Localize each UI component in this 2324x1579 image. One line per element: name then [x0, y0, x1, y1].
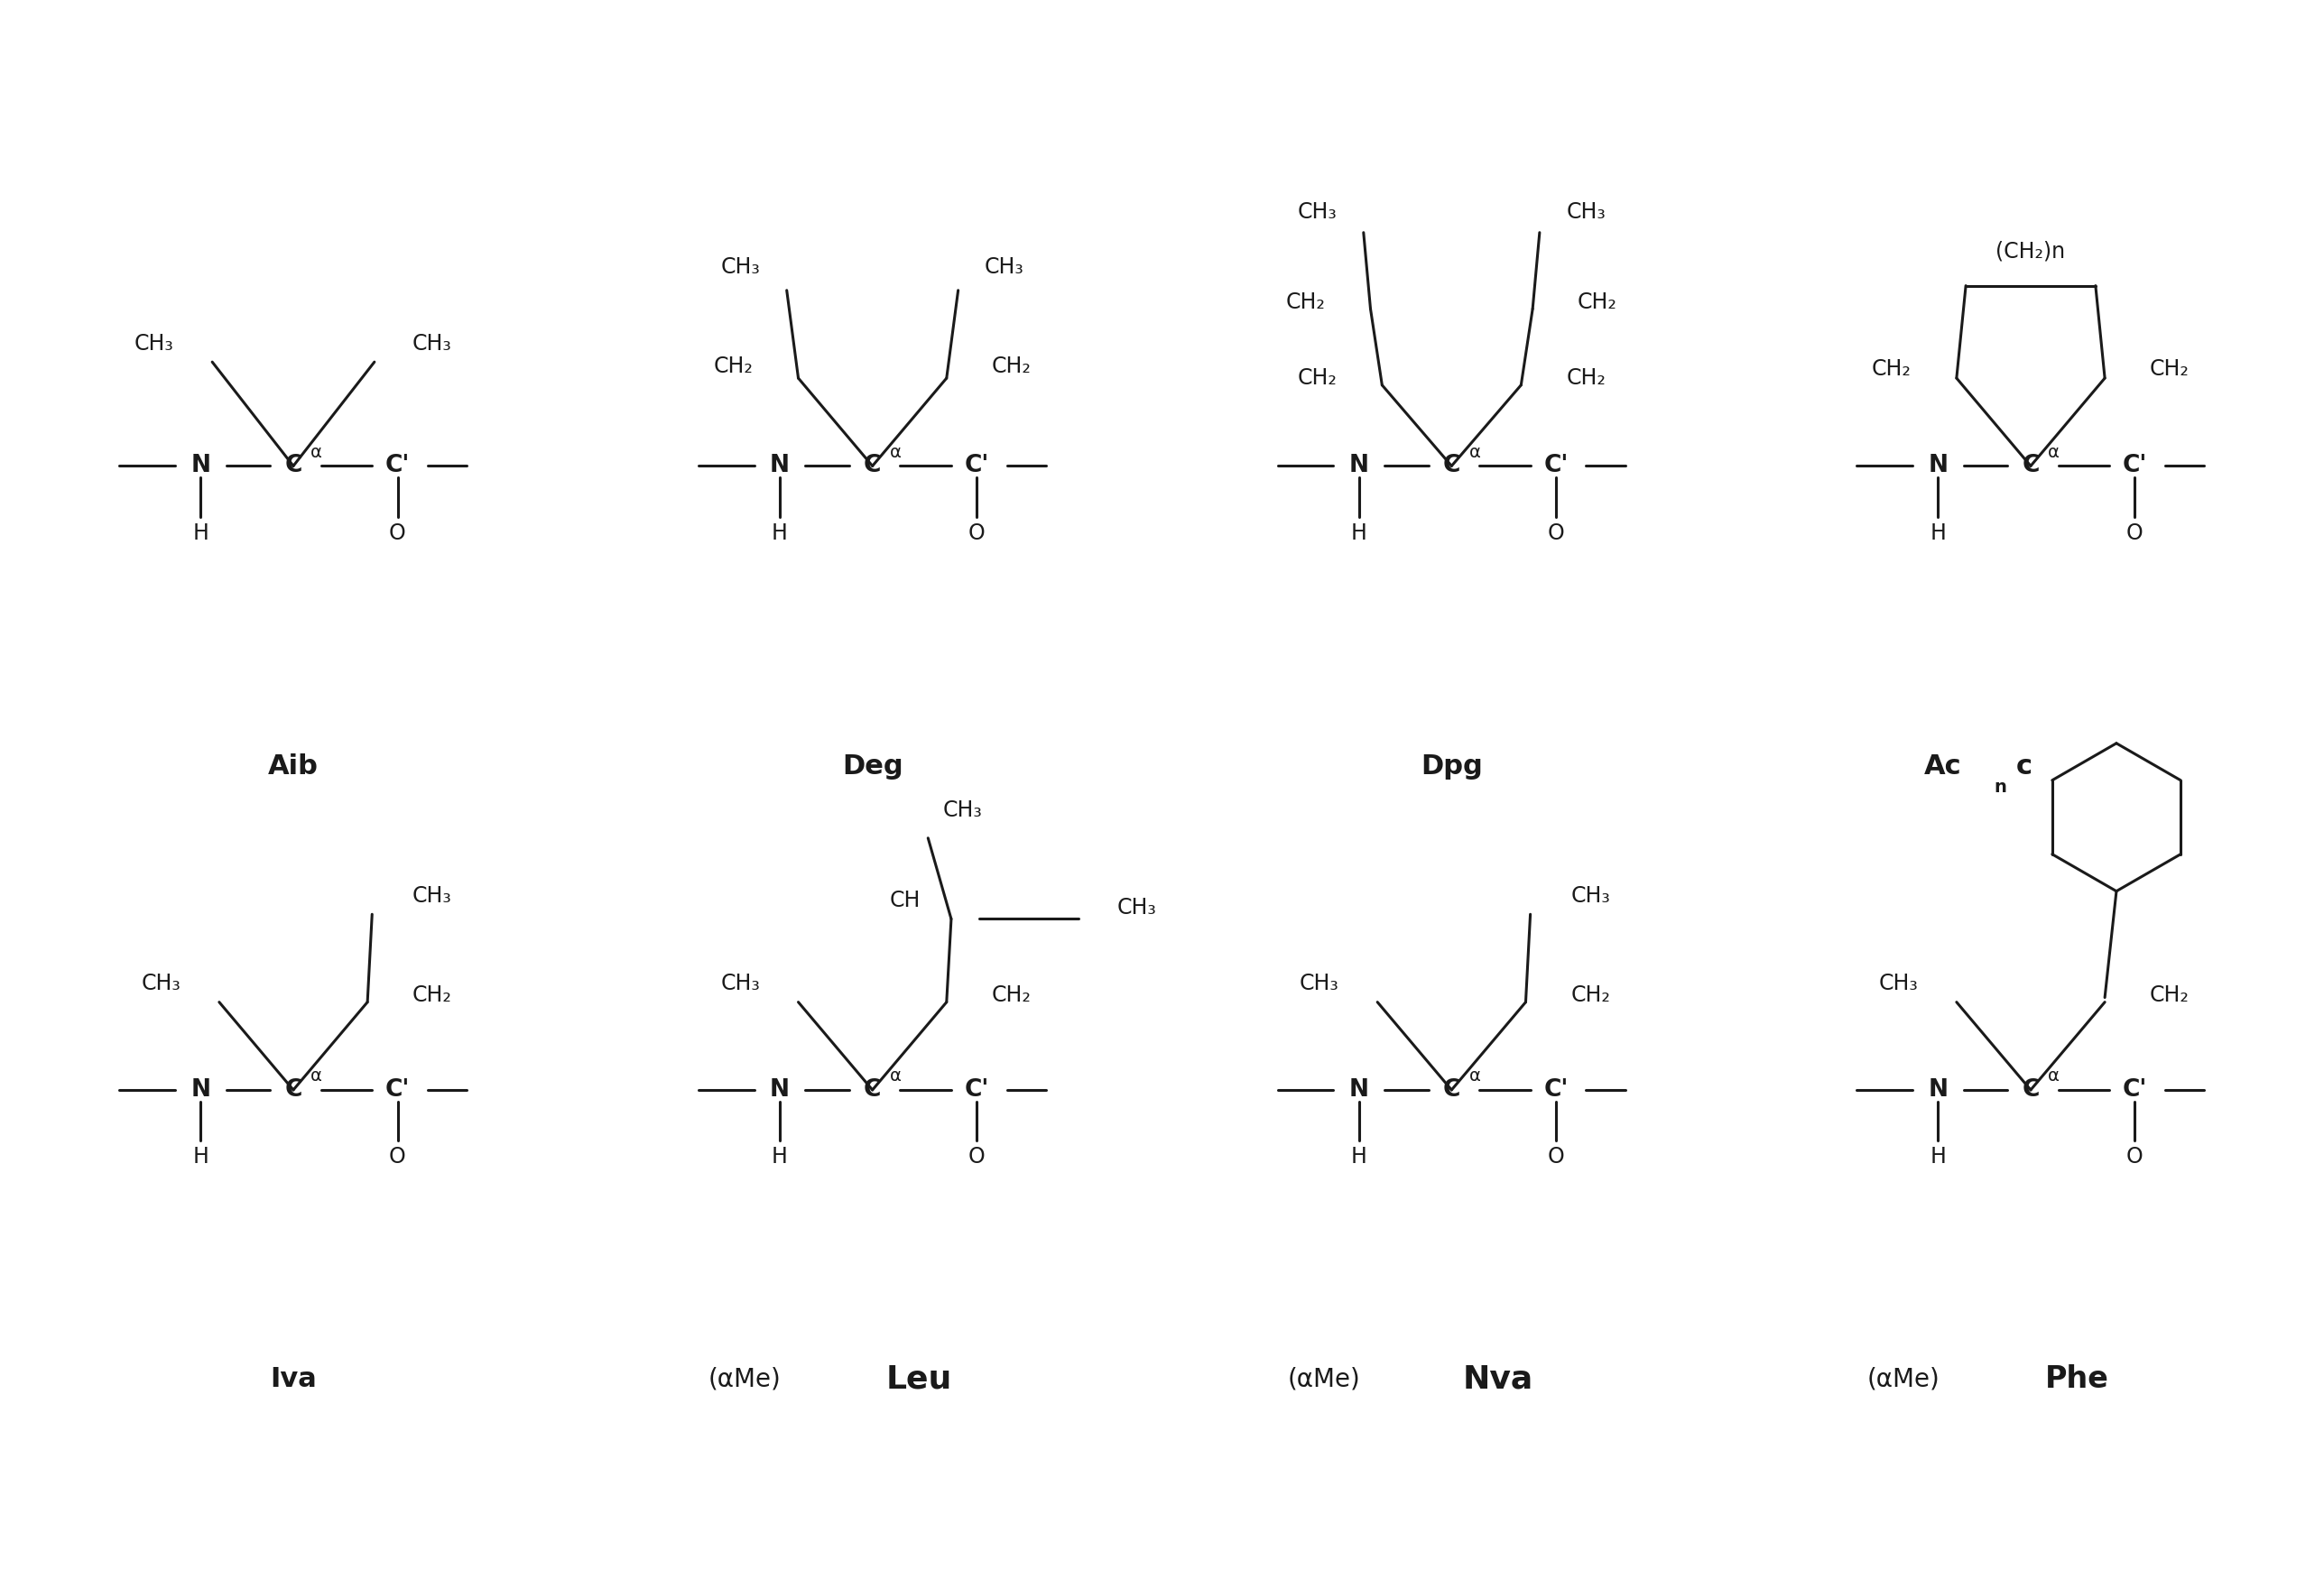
Text: C: C: [2022, 455, 2040, 478]
Text: O: O: [969, 1146, 985, 1168]
Text: CH₂: CH₂: [1871, 358, 1910, 379]
Text: O: O: [388, 523, 407, 543]
Text: O: O: [1548, 523, 1564, 543]
Text: C': C': [964, 1078, 990, 1102]
Text: Aib: Aib: [267, 753, 318, 780]
Text: (αMe): (αMe): [709, 1366, 781, 1391]
Text: C': C': [2122, 455, 2147, 478]
Text: N: N: [191, 455, 211, 478]
Text: C': C': [386, 455, 409, 478]
Text: Dpg: Dpg: [1420, 753, 1483, 780]
Text: CH₂: CH₂: [1578, 291, 1618, 313]
Text: (CH₂)n: (CH₂)n: [1996, 240, 2066, 262]
Text: H: H: [1929, 523, 1945, 543]
Text: O: O: [2126, 523, 2143, 543]
Text: CH₃: CH₃: [1571, 884, 1611, 906]
Text: C: C: [1443, 455, 1459, 478]
Text: CH₃: CH₃: [1299, 973, 1339, 995]
Text: CH₂: CH₂: [2150, 984, 2189, 1006]
Text: CH₂: CH₂: [992, 355, 1032, 377]
Text: α: α: [311, 1067, 323, 1085]
Text: N: N: [1929, 455, 1948, 478]
Text: N: N: [1348, 1078, 1369, 1102]
Text: O: O: [388, 1146, 407, 1168]
Text: N: N: [1348, 455, 1369, 478]
Text: N: N: [769, 1078, 790, 1102]
Text: O: O: [2126, 1146, 2143, 1168]
Text: C: C: [284, 455, 302, 478]
Text: C': C': [2122, 1078, 2147, 1102]
Text: C': C': [964, 455, 990, 478]
Text: CH₃: CH₃: [1297, 201, 1336, 223]
Text: CH₃: CH₃: [142, 973, 181, 995]
Text: CH₃: CH₃: [944, 799, 983, 821]
Text: N: N: [191, 1078, 211, 1102]
Text: O: O: [1548, 1146, 1564, 1168]
Text: H: H: [1929, 1146, 1945, 1168]
Text: C: C: [865, 455, 881, 478]
Text: CH: CH: [890, 889, 920, 911]
Text: H: H: [1350, 1146, 1367, 1168]
Text: C': C': [1543, 1078, 1569, 1102]
Text: α: α: [311, 444, 323, 461]
Text: CH₂: CH₂: [2150, 358, 2189, 379]
Text: α: α: [1469, 1067, 1480, 1085]
Text: CH₃: CH₃: [1878, 973, 1917, 995]
Text: CH₃: CH₃: [414, 884, 453, 906]
Text: α: α: [2047, 444, 2059, 461]
Text: C: C: [1443, 1078, 1459, 1102]
Text: (αMe): (αMe): [1866, 1366, 1941, 1391]
Text: CH₃: CH₃: [720, 973, 760, 995]
Text: H: H: [193, 1146, 209, 1168]
Text: O: O: [969, 523, 985, 543]
Text: C: C: [865, 1078, 881, 1102]
Text: Ac: Ac: [1924, 753, 1961, 780]
Text: Nva: Nva: [1462, 1364, 1534, 1394]
Text: H: H: [193, 523, 209, 543]
Text: Leu: Leu: [885, 1364, 953, 1394]
Text: H: H: [1350, 523, 1367, 543]
Text: α: α: [890, 1067, 902, 1085]
Text: CH₃: CH₃: [720, 256, 760, 278]
Text: H: H: [772, 1146, 788, 1168]
Text: CH₂: CH₂: [1285, 291, 1325, 313]
Text: (αMe): (αMe): [1287, 1366, 1360, 1391]
Text: Phe: Phe: [2045, 1364, 2108, 1394]
Text: C': C': [1543, 455, 1569, 478]
Text: C: C: [284, 1078, 302, 1102]
Text: CH₃: CH₃: [985, 256, 1025, 278]
Text: N: N: [769, 455, 790, 478]
Text: CH₂: CH₂: [414, 984, 453, 1006]
Text: CH₂: CH₂: [713, 355, 753, 377]
Text: CH₂: CH₂: [1571, 984, 1611, 1006]
Text: CH₃: CH₃: [135, 333, 174, 354]
Text: N: N: [1929, 1078, 1948, 1102]
Text: α: α: [1469, 444, 1480, 461]
Text: Deg: Deg: [841, 753, 904, 780]
Text: CH₂: CH₂: [1297, 368, 1336, 388]
Text: CH₂: CH₂: [992, 984, 1032, 1006]
Text: CH₃: CH₃: [1118, 897, 1157, 919]
Text: Iva: Iva: [270, 1366, 316, 1393]
Text: H: H: [772, 523, 788, 543]
Text: c: c: [2015, 753, 2031, 780]
Text: α: α: [2047, 1067, 2059, 1085]
Text: α: α: [890, 444, 902, 461]
Text: n: n: [1994, 778, 2008, 796]
Text: CH₃: CH₃: [414, 333, 453, 354]
Text: C': C': [386, 1078, 409, 1102]
Text: CH₃: CH₃: [1566, 201, 1606, 223]
Text: C: C: [2022, 1078, 2040, 1102]
Text: CH₂: CH₂: [1566, 368, 1606, 388]
